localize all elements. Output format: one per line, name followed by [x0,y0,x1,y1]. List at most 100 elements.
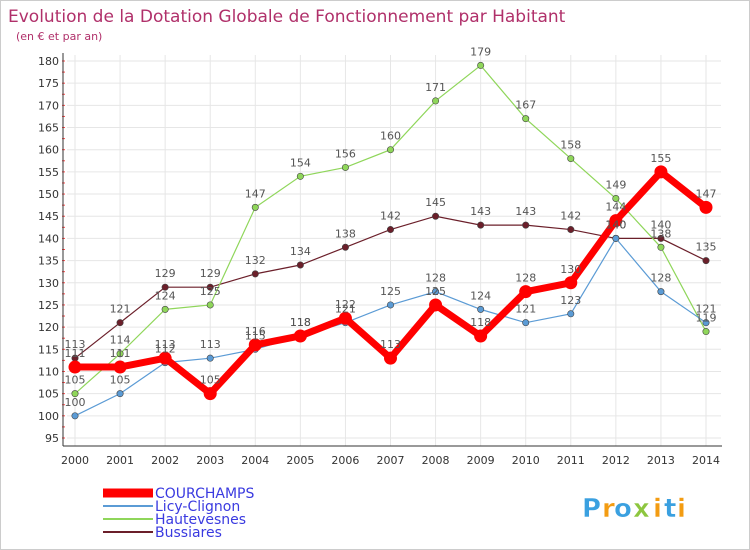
brand-letter: i [653,494,662,524]
data-label-bussiares: 143 [470,205,491,218]
data-label-bussiares: 140 [605,218,626,231]
data-point-bussiares [161,283,169,291]
data-point-courchamps [68,360,82,374]
data-label-hautevesnes: 158 [560,139,581,152]
brand-letter: o [614,494,632,524]
data-point-hautevesnes [341,163,349,171]
data-label-courchamps: 111 [65,347,86,360]
brand-letter: P [582,494,601,524]
y-tick-label: 155 [38,166,59,179]
y-axis-ticks: 95 100 105 110 115 120 125 130 135 140 145 150 155 16… [38,55,59,445]
data-label-hautevesnes: 171 [425,81,446,94]
data-point-licy-clignon [522,319,530,327]
data-label-bussiares: 143 [515,205,536,218]
data-point-courchamps [338,311,352,325]
data-label-hautevesnes: 160 [380,130,401,143]
y-tick-label: 130 [38,277,59,290]
data-point-courchamps [429,298,443,312]
data-label-courchamps: 125 [425,285,446,298]
data-point-licy-clignon [116,390,124,398]
data-point-hautevesnes [251,203,259,211]
data-label-bussiares: 132 [245,254,266,267]
data-label-licy-clignon: 128 [650,272,671,285]
data-label-bussiares: 138 [335,227,356,240]
data-label-courchamps: 116 [245,325,266,338]
data-point-bussiares [386,226,394,234]
data-point-bussiares [702,257,710,265]
data-label-courchamps: 147 [696,187,717,200]
data-label-hautevesnes: 149 [605,178,626,191]
data-point-hautevesnes [116,350,124,358]
data-point-bussiares [522,221,530,229]
brand-letter: i [677,494,686,524]
y-tick-label: 110 [38,365,59,378]
data-label-hautevesnes: 147 [245,187,266,200]
x-axis-ticks: 2000 2001 2002 2003 2004 2005 2006 2007 2008 2009… [61,454,720,467]
data-point-courchamps [609,214,623,228]
data-point-courchamps [654,165,668,179]
data-point-courchamps [699,200,713,214]
data-label-hautevesnes: 138 [650,227,671,240]
data-label-hautevesnes: 167 [515,99,536,112]
data-label-licy-clignon: 140 [605,218,626,231]
data-label-bussiares: 129 [155,267,176,280]
x-tick-label: 2007 [377,454,405,467]
x-tick-label: 2009 [467,454,495,467]
data-point-courchamps [158,351,172,365]
data-point-bussiares [251,270,259,278]
data-point-hautevesnes [522,115,530,123]
y-tick-label: 160 [38,144,59,157]
data-point-licy-clignon [386,301,394,309]
data-point-licy-clignon [567,310,575,318]
x-tick-label: 2006 [331,454,359,467]
data-label-courchamps: 144 [605,201,626,214]
legend: COURCHAMPSLicy-ClignonHautevesnesBussiar… [103,486,254,541]
y-tick-label: 170 [38,99,59,112]
brand-letter: t [664,494,676,524]
data-label-licy-clignon: 124 [470,289,491,302]
y-tick-label: 95 [45,432,59,445]
data-point-courchamps [248,338,262,352]
data-label-hautevesnes: 124 [155,289,176,302]
data-label-courchamps: 113 [380,338,401,351]
data-point-hautevesnes [161,305,169,313]
legend-label-licy-clignon: Licy-Clignon [155,499,240,515]
data-label-licy-clignon: 121 [335,303,356,316]
data-label-licy-clignon: 125 [380,285,401,298]
y-tick-label: 135 [38,255,59,268]
y-tick-label: 165 [38,122,59,135]
y-tick-label: 105 [38,388,59,401]
data-label-hautevesnes: 125 [200,285,221,298]
data-label-licy-clignon: 105 [110,374,131,387]
data-point-hautevesnes [71,390,79,398]
y-tick-label: 180 [38,55,59,68]
brand-letter: x [633,494,650,524]
data-point-hautevesnes [206,301,214,309]
data-label-bussiares: 145 [425,196,446,209]
data-point-bussiares [567,226,575,234]
data-label-courchamps: 105 [200,374,221,387]
data-label-hautevesnes: 119 [696,312,717,325]
data-label-hautevesnes: 114 [110,334,131,347]
data-label-hautevesnes: 105 [65,374,86,387]
y-tick-label: 125 [38,299,59,312]
data-point-hautevesnes [567,155,575,163]
data-point-bussiares [206,283,214,291]
data-point-bussiares [477,221,485,229]
x-tick-label: 2004 [241,454,269,467]
data-point-bussiares [116,319,124,327]
data-point-hautevesnes [432,97,440,105]
data-point-licy-clignon [477,305,485,313]
data-point-bussiares [432,212,440,220]
data-point-courchamps [384,351,397,365]
data-point-licy-clignon [657,288,665,296]
y-tick-label: 140 [38,232,59,245]
data-label-bussiares: 140 [650,218,671,231]
data-point-courchamps [564,276,578,290]
y-tick-label: 145 [38,210,59,223]
data-point-courchamps [203,387,217,401]
